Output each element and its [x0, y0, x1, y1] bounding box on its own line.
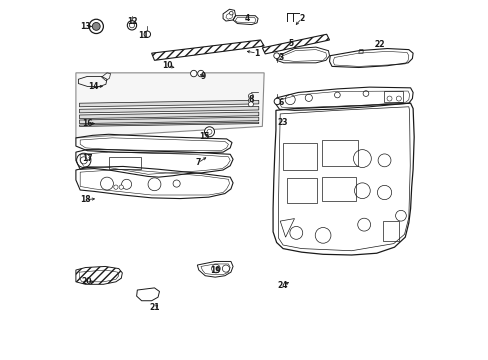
Circle shape	[197, 70, 203, 77]
Text: 12: 12	[126, 17, 137, 26]
Circle shape	[229, 12, 233, 15]
Text: 2: 2	[299, 14, 304, 23]
Polygon shape	[80, 107, 258, 113]
Polygon shape	[80, 100, 258, 107]
Text: 21: 21	[149, 303, 160, 312]
Text: 6: 6	[278, 98, 283, 107]
Bar	[283, 143, 316, 170]
Text: 16: 16	[82, 119, 92, 128]
Bar	[286, 178, 316, 203]
Text: 20: 20	[81, 277, 92, 286]
Circle shape	[248, 94, 253, 99]
Circle shape	[127, 21, 136, 30]
Text: 22: 22	[373, 40, 384, 49]
Text: 18: 18	[80, 195, 91, 204]
Circle shape	[273, 53, 279, 59]
Text: 15: 15	[199, 132, 209, 141]
Circle shape	[114, 185, 118, 189]
Bar	[382, 221, 398, 241]
Circle shape	[190, 70, 197, 77]
Circle shape	[248, 102, 253, 107]
Polygon shape	[80, 112, 258, 118]
Text: 11: 11	[138, 31, 149, 40]
Circle shape	[144, 31, 150, 37]
Text: 5: 5	[288, 39, 293, 48]
Text: 23: 23	[277, 118, 288, 127]
Text: 13: 13	[80, 22, 91, 31]
Polygon shape	[262, 34, 329, 54]
Text: 17: 17	[82, 154, 92, 163]
Bar	[322, 177, 356, 202]
Text: 19: 19	[209, 266, 220, 275]
Text: 9: 9	[201, 72, 205, 81]
Text: 10: 10	[162, 61, 173, 70]
Text: 7: 7	[195, 158, 201, 167]
Text: 8: 8	[248, 95, 253, 104]
Polygon shape	[151, 40, 264, 60]
Text: 1: 1	[254, 49, 259, 58]
Text: 24: 24	[277, 281, 288, 290]
Circle shape	[248, 98, 253, 103]
Circle shape	[92, 22, 100, 30]
Circle shape	[119, 185, 123, 189]
Text: 14: 14	[88, 82, 99, 91]
Polygon shape	[80, 117, 258, 123]
Polygon shape	[80, 122, 258, 126]
Text: 3: 3	[278, 53, 284, 62]
Circle shape	[204, 127, 214, 137]
Polygon shape	[76, 266, 122, 284]
Bar	[322, 140, 357, 166]
Circle shape	[274, 98, 280, 105]
Bar	[108, 157, 141, 169]
Text: 4: 4	[244, 14, 249, 23]
Circle shape	[89, 19, 103, 33]
Polygon shape	[76, 73, 264, 138]
Bar	[383, 91, 403, 102]
